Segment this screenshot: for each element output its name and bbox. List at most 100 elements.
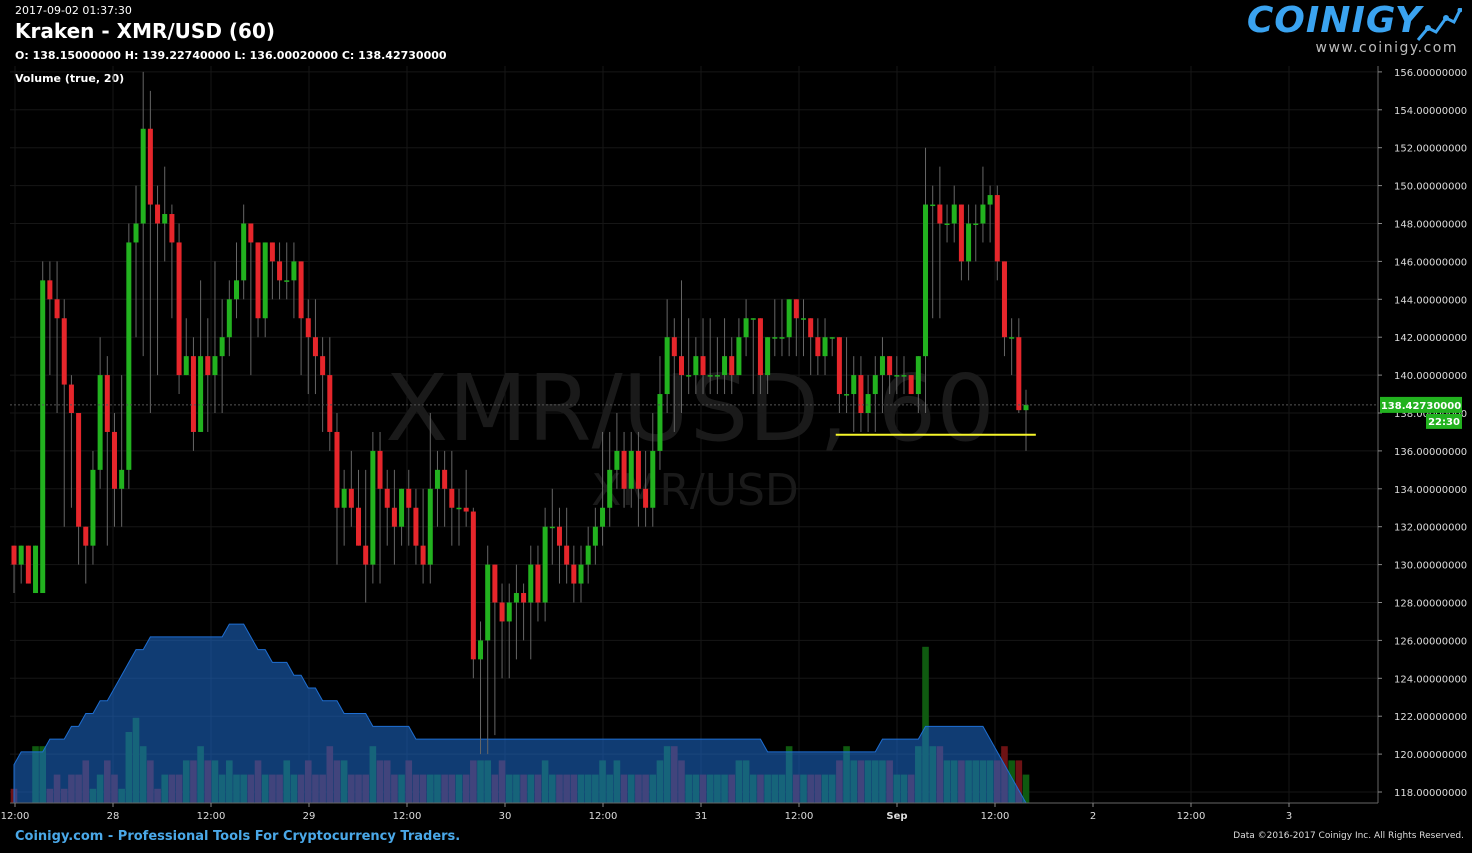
candle-body — [793, 299, 799, 319]
watermark-main: XMR/USD, 60 — [385, 355, 994, 462]
candle-body — [506, 602, 512, 622]
y-tick-label: 146.00000000 — [1394, 257, 1467, 268]
volume-indicator-label[interactable]: Volume (true, 20) — [15, 72, 125, 85]
candle-body — [829, 337, 835, 339]
candle-body — [722, 356, 728, 376]
candle-body — [1001, 261, 1007, 338]
candle-body — [463, 507, 469, 512]
candle-body — [815, 337, 821, 357]
candle-body — [865, 394, 871, 413]
candle-body — [348, 488, 354, 508]
candle-body — [33, 545, 39, 594]
candle-body — [915, 356, 921, 395]
chart-line-icon — [1416, 8, 1462, 41]
candle-body — [772, 337, 778, 339]
logo-wordmark: COINIGY — [1246, 0, 1422, 41]
candle-body — [478, 640, 484, 660]
candle-body — [399, 488, 405, 527]
x-tick-label: 12:00 — [1, 811, 30, 822]
candle-body — [47, 280, 53, 300]
y-tick-label: 136.00000000 — [1394, 447, 1467, 458]
y-tick-label: 124.00000000 — [1394, 674, 1467, 685]
candle-body — [951, 204, 957, 224]
candle-body — [18, 545, 24, 565]
x-tick-label: 12:00 — [589, 811, 618, 822]
candle-body — [104, 375, 110, 432]
candle-body — [68, 384, 74, 413]
candle-body — [356, 507, 362, 546]
candles — [11, 71, 1029, 755]
candle-body — [83, 526, 89, 546]
candle-body — [528, 564, 534, 603]
candle-body — [176, 242, 182, 376]
candle-body — [97, 375, 103, 470]
candle-body — [973, 223, 979, 225]
candle-body — [25, 545, 31, 584]
candle-body — [205, 356, 211, 376]
candle-body — [370, 450, 376, 565]
y-tick-label: 150.00000000 — [1394, 182, 1467, 193]
candle-body — [190, 356, 196, 432]
y-tick-label: 134.00000000 — [1394, 485, 1467, 496]
candle-body — [320, 356, 326, 376]
price-axis: 118.00000000 120.00000000 122.00000000 124.… — [1378, 68, 1467, 799]
candle-body — [571, 564, 577, 584]
candle-body — [90, 469, 96, 546]
footer-tagline[interactable]: Coinigy.com - Professional Tools For Cry… — [15, 829, 461, 844]
candle-body — [391, 507, 397, 527]
candle-body — [686, 375, 692, 377]
y-tick-label: 144.00000000 — [1394, 295, 1467, 306]
y-tick-label: 128.00000000 — [1394, 599, 1467, 610]
price-badge-value: 138.42730000 — [1381, 401, 1461, 412]
x-tick-label: 30 — [499, 811, 512, 822]
x-tick-label: Sep — [886, 811, 907, 822]
candle-body — [657, 394, 663, 451]
candle-body — [1023, 404, 1029, 411]
price-badge: 138.42730000 22:30 — [1380, 396, 1462, 429]
candle-body — [111, 431, 117, 489]
candle-body — [858, 375, 864, 413]
candle-body — [233, 280, 239, 300]
y-tick-label: 152.00000000 — [1394, 144, 1467, 155]
candle-body — [980, 204, 986, 224]
candle-body — [628, 450, 634, 489]
candle-body — [607, 469, 613, 508]
candle-body — [714, 375, 720, 377]
candle-body — [585, 545, 591, 565]
candle-body — [449, 488, 455, 508]
candle-body — [987, 195, 993, 205]
y-tick-label: 126.00000000 — [1394, 636, 1467, 647]
candle-body — [958, 204, 964, 262]
x-tick-label: 12:00 — [1177, 811, 1206, 822]
candle-body — [341, 488, 347, 508]
volume-moving-average — [13, 623, 1027, 804]
y-tick-label: 142.00000000 — [1394, 333, 1467, 344]
coinigy-logo[interactable]: COINIGY www.coinigy.com — [1247, 0, 1466, 58]
countdown-timer: 22:30 — [1428, 417, 1460, 428]
y-tick-label: 120.00000000 — [1394, 750, 1467, 761]
candle-body — [269, 242, 275, 262]
candle-body — [650, 450, 656, 508]
volume-bar — [1022, 774, 1030, 803]
candle-body — [757, 318, 763, 376]
candle-body — [822, 337, 828, 357]
candle-body — [162, 214, 168, 224]
candle-body — [133, 223, 139, 243]
candle-body — [226, 299, 232, 338]
x-tick-label: 2 — [1090, 811, 1096, 822]
x-tick-label: 29 — [303, 811, 316, 822]
candle-body — [944, 223, 950, 225]
candle-body — [614, 450, 620, 470]
candle-body — [765, 337, 771, 376]
candle-body — [513, 593, 519, 603]
y-tick-label: 140.00000000 — [1394, 371, 1467, 382]
candle-body — [836, 337, 842, 395]
candle-body — [635, 450, 641, 489]
candle-body — [126, 242, 132, 470]
candle-body — [908, 375, 914, 395]
candle-body — [549, 526, 555, 529]
candle-body — [11, 545, 17, 565]
candle-body — [872, 375, 878, 395]
candle-body — [291, 261, 297, 281]
